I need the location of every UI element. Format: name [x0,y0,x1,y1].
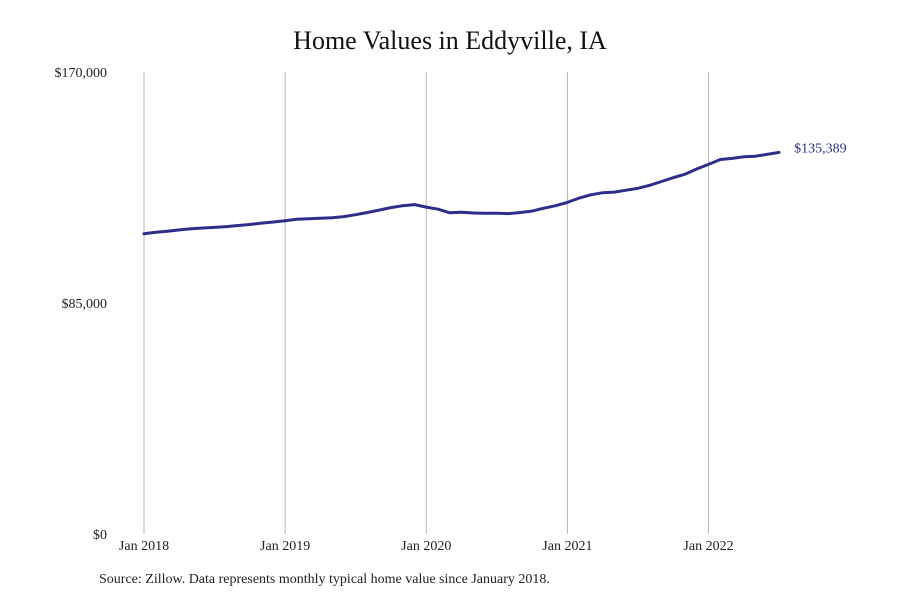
y-tick-label: $0 [93,528,107,543]
x-axis-ticks: Jan 2018 Jan 2019 Jan 2020 Jan 2021 Jan 2022 [119,539,734,554]
x-tick-label: Jan 2018 [119,539,169,554]
y-axis-ticks: $0 $85,000 $170,000 [55,66,108,543]
x-tick-label: Jan 2022 [683,539,733,554]
y-tick-label: $170,000 [55,66,108,81]
x-tick-label: Jan 2020 [401,539,451,554]
series-line-home-value [142,150,781,236]
y-tick-label: $85,000 [62,297,108,312]
x-tick-label: Jan 2021 [542,539,592,554]
x-tick-label: Jan 2019 [260,539,310,554]
end-value-label: $135,389 [794,141,847,156]
chart-title: Home Values in Eddyville, IA [293,26,607,55]
gridlines [143,72,709,534]
source-note: Source: Zillow. Data represents monthly … [99,572,550,587]
